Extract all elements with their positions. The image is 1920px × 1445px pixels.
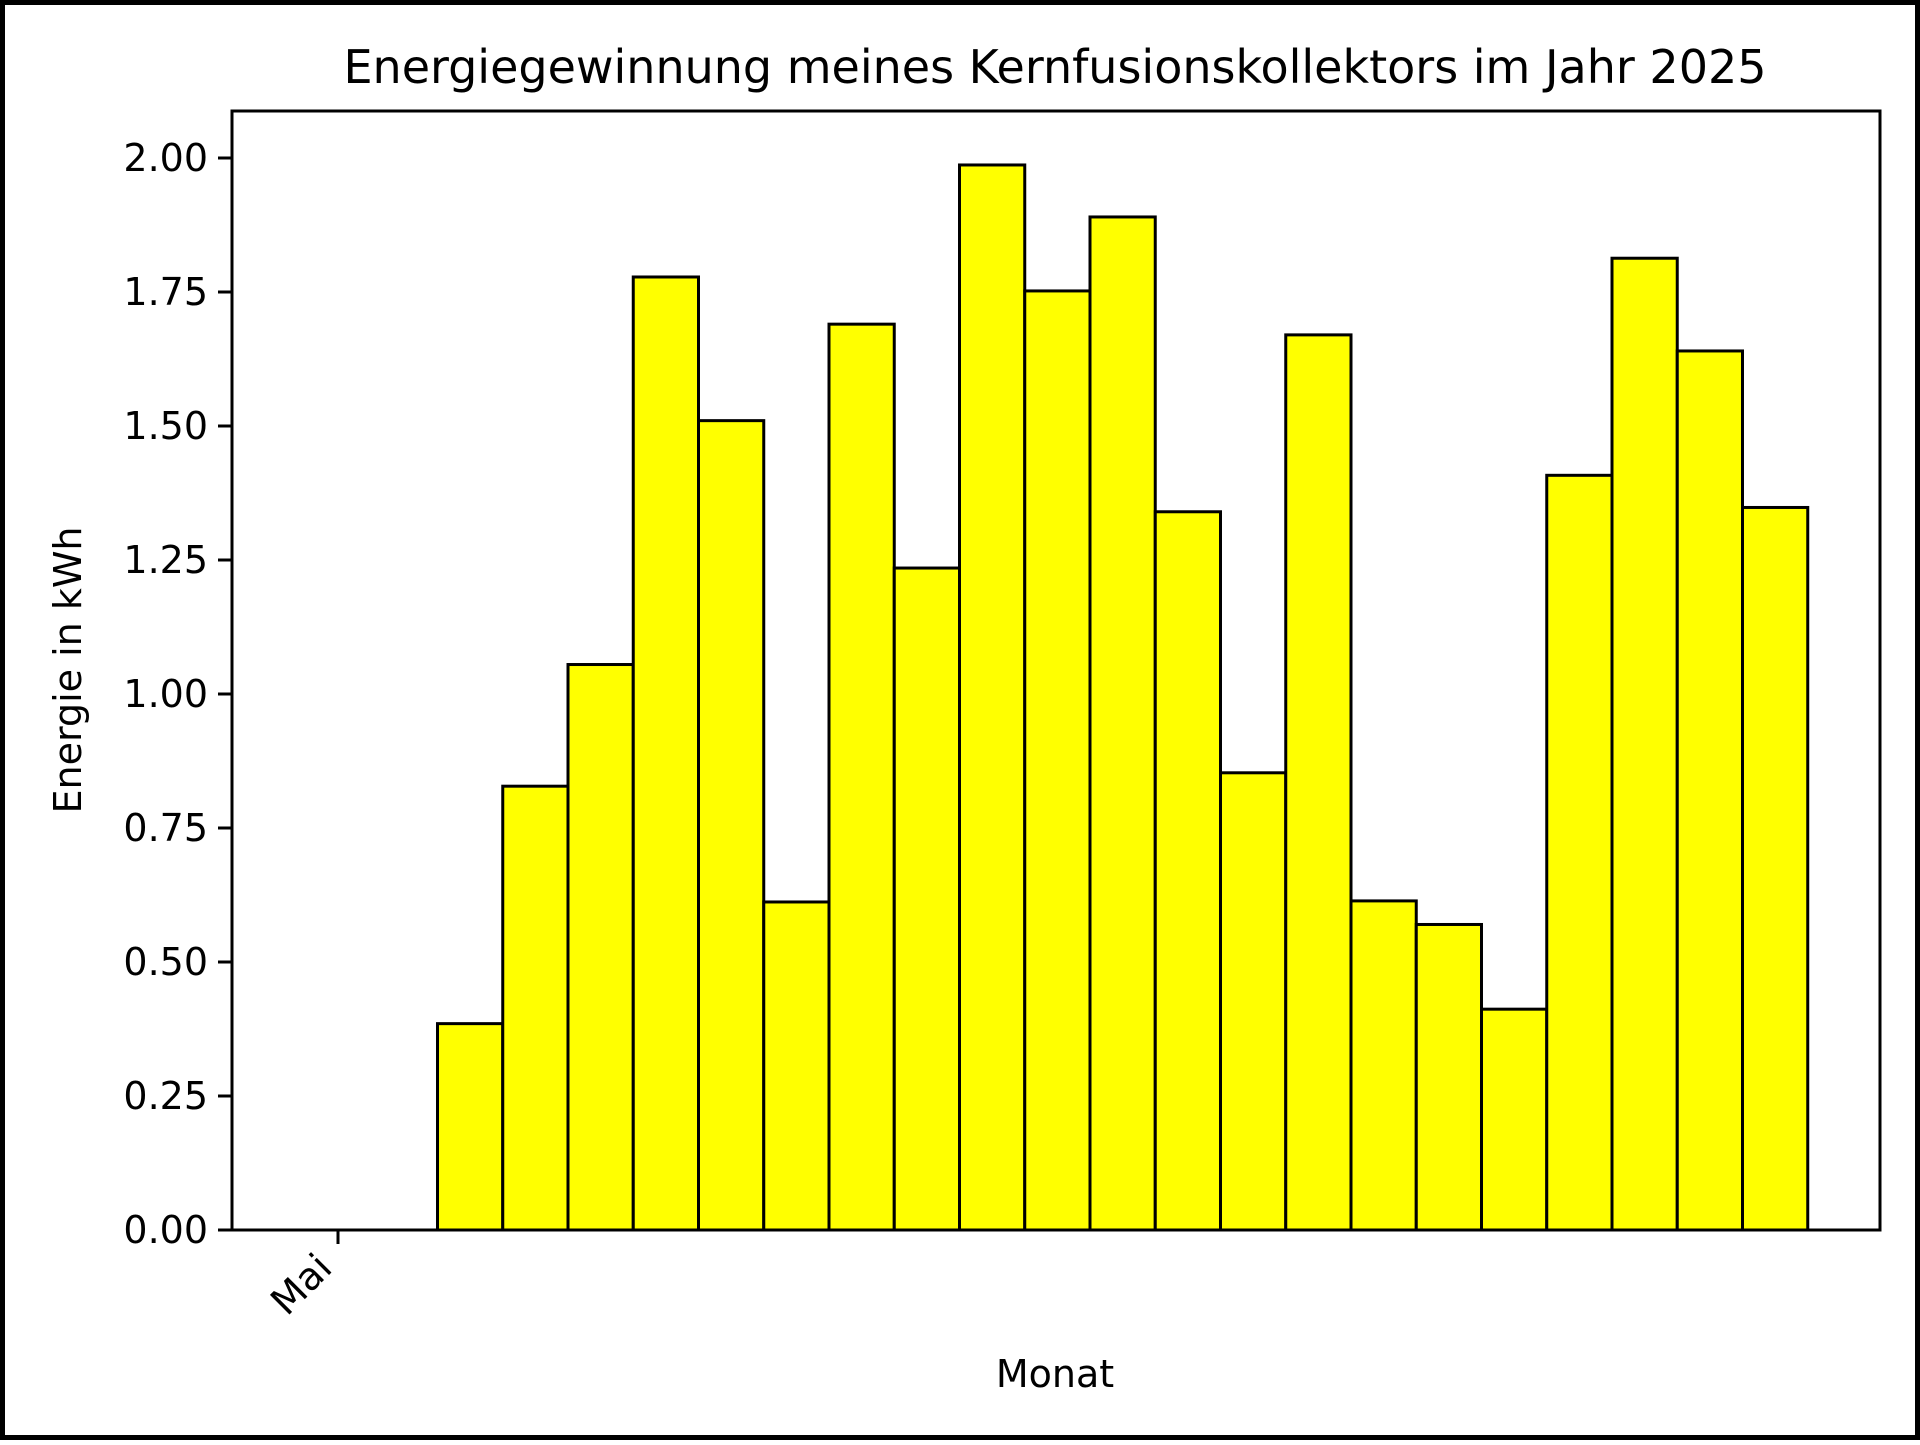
bar-6: [631, 275, 700, 1232]
y-tick-label-8: 1.75: [123, 270, 208, 314]
bar-18: [1414, 922, 1483, 1232]
y-tick-label-7: 1.50: [123, 404, 208, 448]
y-tick-label-6: 1.25: [123, 538, 208, 582]
bar-16: [1284, 333, 1353, 1232]
bar-23: [1741, 505, 1810, 1232]
x-axis: Mai: [262, 1230, 340, 1323]
bar-3: [436, 1022, 505, 1232]
y-tick-label-1: 0.00: [123, 1208, 208, 1252]
bar-4: [501, 784, 570, 1232]
bar-13: [1088, 215, 1157, 1232]
y-tick-label-2: 0.25: [123, 1074, 208, 1118]
y-tick-label-4: 0.75: [123, 806, 208, 850]
bar-chart: Energiegewinnung meines Kernfusionskolle…: [46, 40, 1882, 1396]
bar-12: [1023, 289, 1092, 1232]
bar-17: [1349, 899, 1418, 1232]
y-tick-label-5: 1.00: [123, 672, 208, 716]
bar-7: [697, 419, 766, 1232]
plot-area: [230, 109, 1882, 1232]
bars-group: [436, 163, 1810, 1232]
y-tick-label-9: 2.00: [123, 136, 208, 180]
bar-5: [566, 663, 635, 1232]
x-tick-label-1: Mai: [262, 1245, 340, 1323]
y-axis: 0.00 0.25 0.50 0.75 1.00 1.25 1.50 1.75 2.00: [123, 136, 232, 1252]
bar-19: [1480, 1007, 1549, 1232]
bar-22: [1675, 349, 1744, 1232]
bar-8: [762, 900, 831, 1232]
y-axis-title: Energie in kWh: [46, 527, 90, 814]
bar-14: [1153, 510, 1222, 1232]
x-axis-title: Monat: [996, 1352, 1114, 1396]
bar-15: [1219, 771, 1288, 1232]
bar-21: [1610, 256, 1679, 1232]
bar-20: [1545, 473, 1614, 1232]
chart-title: Energiegewinnung meines Kernfusionskolle…: [343, 40, 1766, 94]
bar-10: [892, 566, 961, 1232]
bar-11: [958, 163, 1027, 1232]
bar-9: [827, 322, 896, 1232]
y-tick-label-3: 0.50: [123, 940, 208, 984]
